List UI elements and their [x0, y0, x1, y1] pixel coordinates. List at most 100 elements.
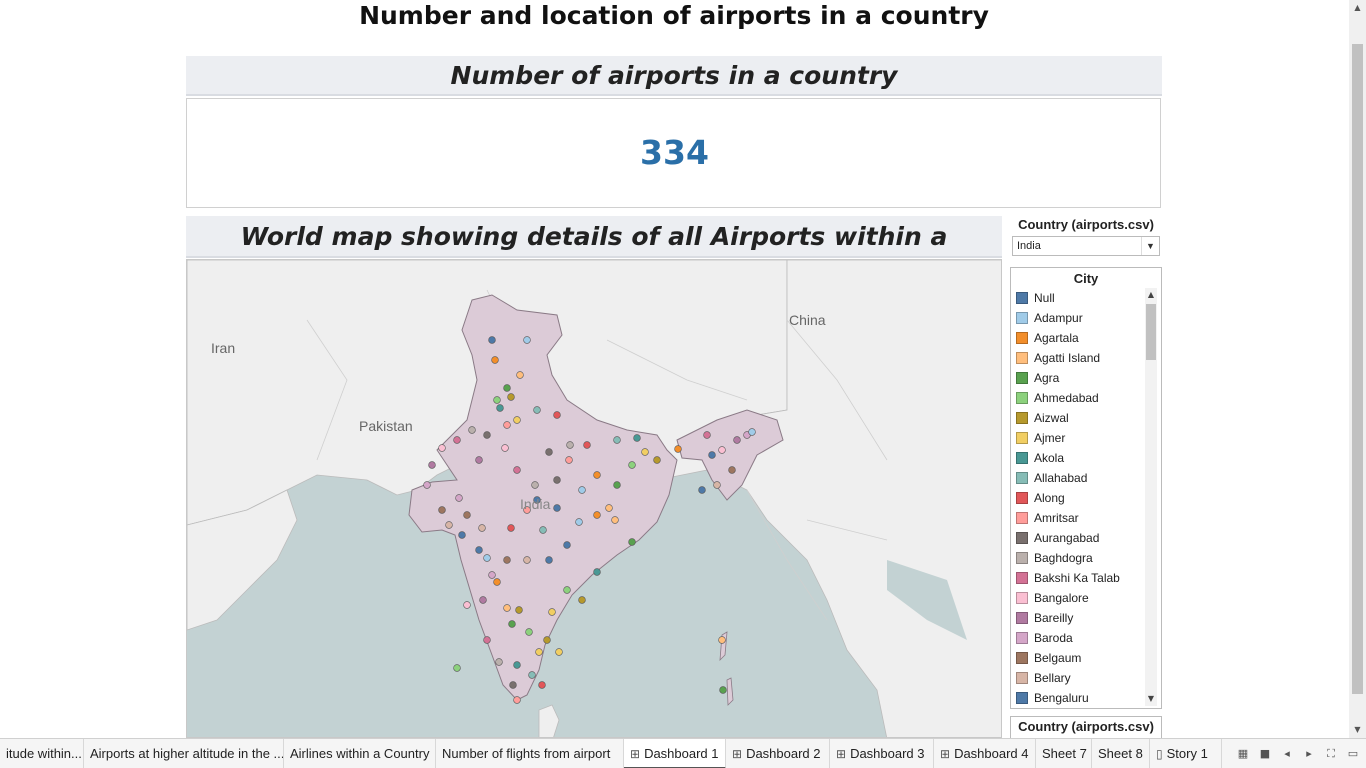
airport-marker[interactable]	[475, 456, 483, 464]
airport-marker[interactable]	[513, 661, 521, 669]
page-scroll-down-icon[interactable]: ▼	[1354, 725, 1361, 734]
airport-marker[interactable]	[593, 568, 601, 576]
airport-marker[interactable]	[516, 371, 524, 379]
airport-marker[interactable]	[533, 496, 541, 504]
scroll-up-icon[interactable]: ▲	[1147, 290, 1155, 299]
airport-marker[interactable]	[545, 556, 553, 564]
sheet-tab[interactable]: ⊞ Dashboard 4	[934, 739, 1036, 768]
prev-sheet-icon[interactable]: ◂	[1284, 747, 1290, 760]
airport-marker[interactable]	[539, 526, 547, 534]
airport-marker[interactable]	[483, 431, 491, 439]
airport-marker[interactable]	[507, 524, 515, 532]
legend-item[interactable]: Bareilly	[1011, 608, 1147, 628]
legend-item[interactable]: Ajmer	[1011, 428, 1147, 448]
grid-view-icon[interactable]: ▦	[1237, 747, 1249, 760]
next-sheet-icon[interactable]: ▸	[1306, 747, 1312, 760]
airport-marker[interactable]	[628, 461, 636, 469]
airport-marker[interactable]	[508, 620, 516, 628]
sheet-tab[interactable]: itude within...	[0, 739, 84, 768]
airport-marker[interactable]	[493, 396, 501, 404]
legend-item[interactable]: Adampur	[1011, 308, 1147, 328]
airport-marker[interactable]	[423, 481, 431, 489]
airport-marker[interactable]	[458, 531, 466, 539]
airport-marker[interactable]	[503, 556, 511, 564]
airport-marker[interactable]	[507, 393, 515, 401]
airport-marker[interactable]	[463, 511, 471, 519]
airport-marker[interactable]	[578, 596, 586, 604]
airport-marker[interactable]	[483, 554, 491, 562]
airport-marker[interactable]	[503, 384, 511, 392]
city-legend[interactable]: City Null Adampur Agartala Agatti Island Agr…	[1010, 267, 1162, 709]
airport-marker[interactable]	[528, 671, 536, 679]
airport-marker[interactable]	[545, 448, 553, 456]
airport-marker[interactable]	[563, 586, 571, 594]
airport-marker[interactable]	[718, 636, 726, 644]
airport-marker[interactable]	[653, 456, 661, 464]
airport-marker[interactable]	[493, 578, 501, 586]
legend-item[interactable]: Aizwal	[1011, 408, 1147, 428]
airport-marker[interactable]	[674, 445, 682, 453]
airport-marker[interactable]	[488, 571, 496, 579]
airport-marker[interactable]	[633, 434, 641, 442]
airport-marker[interactable]	[593, 511, 601, 519]
airport-marker[interactable]	[565, 456, 573, 464]
airport-marker[interactable]	[733, 436, 741, 444]
airport-marker[interactable]	[501, 444, 509, 452]
airport-marker[interactable]	[533, 406, 541, 414]
legend-item[interactable]: Bakshi Ka Talab	[1011, 568, 1147, 588]
sheet-tab[interactable]: Sheet 7	[1036, 739, 1092, 768]
airport-marker[interactable]	[713, 481, 721, 489]
airport-marker[interactable]	[523, 556, 531, 564]
airport-marker[interactable]	[553, 476, 561, 484]
airport-marker[interactable]	[535, 648, 543, 656]
legend-item[interactable]: Amritsar	[1011, 508, 1147, 528]
airport-marker[interactable]	[513, 696, 521, 704]
sheet-tab[interactable]: ⊞ Dashboard 3	[830, 739, 934, 768]
airport-marker[interactable]	[538, 681, 546, 689]
airport-marker[interactable]	[491, 356, 499, 364]
legend-item[interactable]: Agartala	[1011, 328, 1147, 348]
airport-marker[interactable]	[438, 444, 446, 452]
airport-marker[interactable]	[553, 411, 561, 419]
airport-marker[interactable]	[548, 608, 556, 616]
airport-marker[interactable]	[708, 451, 716, 459]
chevron-down-icon[interactable]: ▼	[1141, 237, 1159, 255]
airport-marker[interactable]	[525, 628, 533, 636]
legend-item[interactable]: Bellary	[1011, 668, 1147, 688]
legend-item[interactable]: Aurangabad	[1011, 528, 1147, 548]
airport-marker[interactable]	[445, 521, 453, 529]
page-scroll-up-icon[interactable]: ▲	[1354, 3, 1361, 12]
airport-marker[interactable]	[515, 606, 523, 614]
sheet-tab[interactable]: Airports at higher altitude in the ...	[84, 739, 284, 768]
airport-marker[interactable]	[593, 471, 601, 479]
page-scrollbar[interactable]: ▲ ▼	[1349, 0, 1366, 738]
airport-marker[interactable]	[478, 524, 486, 532]
airport-marker[interactable]	[719, 686, 727, 694]
airport-map[interactable]: Iran Pakistan China India	[186, 259, 1002, 738]
legend-item[interactable]: Baroda	[1011, 628, 1147, 648]
airport-marker[interactable]	[513, 416, 521, 424]
airport-marker[interactable]	[605, 504, 613, 512]
sheet-tab[interactable]: Airlines within a Country	[284, 739, 436, 768]
airport-marker[interactable]	[463, 601, 471, 609]
airport-marker[interactable]	[503, 421, 511, 429]
airport-marker[interactable]	[641, 448, 649, 456]
airport-marker[interactable]	[566, 441, 574, 449]
airport-marker[interactable]	[488, 336, 496, 344]
airport-marker[interactable]	[523, 336, 531, 344]
airport-marker[interactable]	[509, 681, 517, 689]
airport-marker[interactable]	[611, 516, 619, 524]
legend-item[interactable]: Bengaluru	[1011, 688, 1147, 708]
map-canvas[interactable]	[187, 260, 1002, 738]
legend-item[interactable]: Belgaum	[1011, 648, 1147, 668]
airport-marker[interactable]	[483, 636, 491, 644]
legend-item[interactable]: Along	[1011, 488, 1147, 508]
airport-marker[interactable]	[583, 441, 591, 449]
legend-scrollbar[interactable]: ▲ ▼	[1145, 288, 1157, 706]
legend-item[interactable]: Ahmedabad	[1011, 388, 1147, 408]
airport-marker[interactable]	[575, 518, 583, 526]
legend-item[interactable]: Akola	[1011, 448, 1147, 468]
airport-marker[interactable]	[428, 461, 436, 469]
airport-marker[interactable]	[578, 486, 586, 494]
airport-marker[interactable]	[475, 546, 483, 554]
